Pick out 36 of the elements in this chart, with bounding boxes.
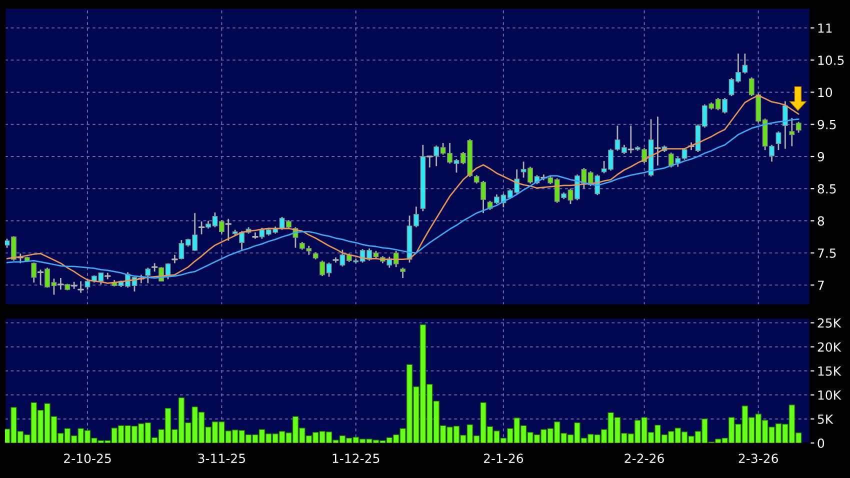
- candlestick: [145, 267, 151, 284]
- candlestick: [225, 218, 232, 242]
- candlestick: [776, 130, 782, 151]
- candlestick: [426, 155, 433, 168]
- y-tick-label: 10.5: [818, 56, 844, 65]
- y-tick-label: 9.5: [818, 120, 836, 130]
- x-tick-label: 2-3-26: [738, 454, 778, 464]
- y-tick-label: 8: [818, 216, 824, 226]
- candlestick: [400, 267, 406, 279]
- y-tick-label: 15K: [818, 366, 842, 376]
- candlestick: [796, 121, 802, 134]
- y-tick-label: 9: [818, 152, 824, 162]
- candlestick: [654, 116, 661, 166]
- x-tick-label: 2-2-26: [624, 454, 664, 464]
- x-tick-label: 1-12-25: [332, 454, 380, 464]
- y-tick-label: 8.5: [818, 184, 836, 194]
- candlestick: [78, 280, 84, 294]
- y-tick-label: 11: [818, 24, 832, 33]
- y-tick-label: 5K: [818, 414, 834, 424]
- candlestick: [198, 220, 205, 235]
- x-tick-label: 2-1-26: [484, 454, 524, 464]
- y-tick-label: 7: [818, 280, 824, 290]
- y-tick-label: 10: [818, 88, 832, 98]
- y-tick-label: 7.5: [818, 248, 836, 258]
- candlestick: [37, 268, 44, 286]
- candlestick: [628, 124, 634, 154]
- x-tick-label: 3-11-25: [198, 454, 245, 464]
- candlestick: [789, 117, 795, 147]
- y-tick-label: 25K: [818, 318, 842, 328]
- candlestick: [782, 100, 788, 150]
- x-tick-label: 2-10-25: [64, 454, 111, 464]
- y-tick-label: 0: [818, 438, 824, 448]
- candlestick: [84, 278, 90, 290]
- y-tick-label: 20K: [818, 342, 842, 352]
- y-tick-label: 10K: [818, 390, 842, 400]
- candlestick: [57, 277, 64, 290]
